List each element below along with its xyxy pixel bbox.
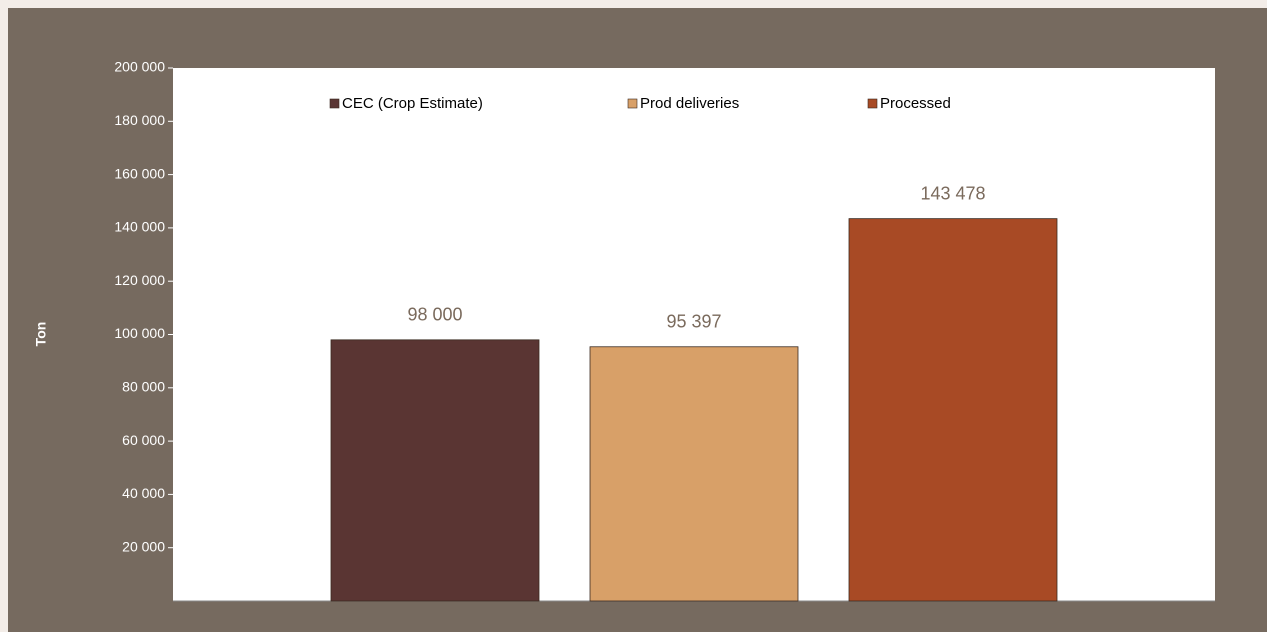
legend-label: Processed: [880, 95, 951, 112]
bar: [589, 346, 799, 602]
legend-label: CEC (Crop Estimate): [342, 95, 483, 112]
bar: [330, 339, 540, 602]
y-tick-label: 200 000: [114, 59, 165, 75]
y-axis-label: Ton: [33, 322, 49, 347]
y-tick-label: 80 000: [122, 379, 165, 395]
data-label: 143 478: [920, 183, 985, 203]
data-label: 98 000: [407, 305, 462, 325]
bar: [848, 218, 1058, 602]
y-tick-label: 40 000: [122, 485, 165, 501]
y-tick-label: 180 000: [114, 112, 165, 128]
legend-swatch: [627, 98, 638, 109]
legend-swatch: [867, 98, 878, 109]
y-tick-label: 100 000: [114, 325, 165, 341]
legend-swatch: [329, 98, 340, 109]
legend-label: Prod deliveries: [640, 95, 739, 112]
y-tick-label: 60 000: [122, 432, 165, 448]
y-tick-label: 20 000: [122, 538, 165, 554]
y-tick-label: 120 000: [114, 272, 165, 288]
data-label: 95 397: [666, 312, 721, 332]
y-tick-label: 160 000: [114, 165, 165, 181]
y-tick-label: 140 000: [114, 219, 165, 235]
